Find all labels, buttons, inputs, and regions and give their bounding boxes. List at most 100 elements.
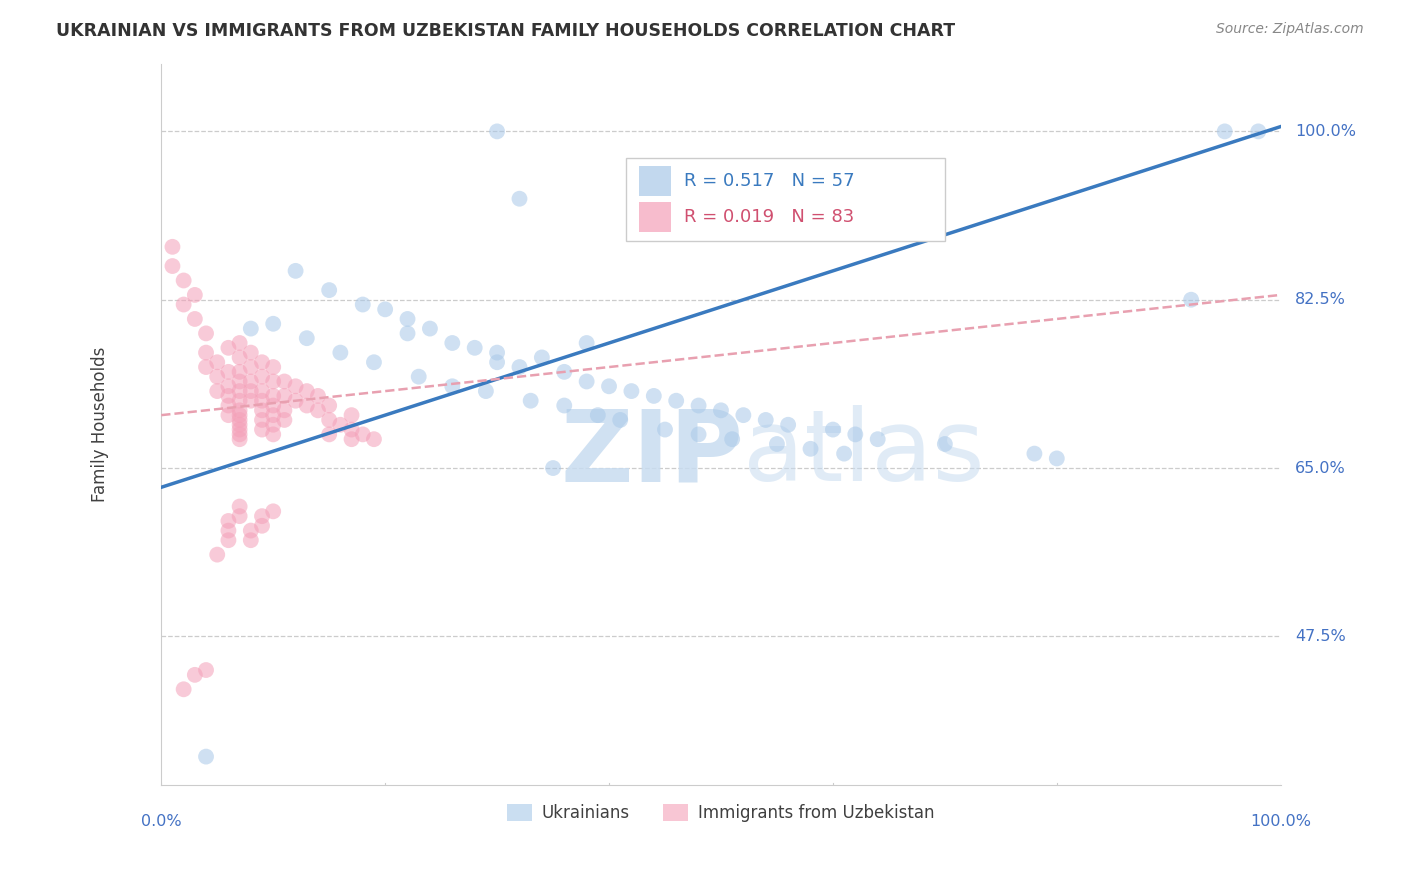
Point [553,399,575,413]
Point [173,273,195,287]
Point [262,317,284,331]
Point [934,437,956,451]
Point [733,408,755,422]
Point [195,749,218,764]
Point [486,345,509,359]
Point [217,399,239,413]
Point [475,384,498,398]
Point [217,341,239,355]
Point [519,393,541,408]
Point [307,389,329,403]
Point [441,336,464,351]
Point [295,399,318,413]
Point [575,375,598,389]
Point [217,514,239,528]
Point [1213,124,1236,138]
Point [352,427,374,442]
Point [228,423,250,437]
Point [620,384,643,398]
Point [441,379,464,393]
Point [162,240,184,254]
FancyBboxPatch shape [640,202,671,232]
Point [173,297,195,311]
Point [643,389,665,403]
Point [250,413,273,427]
Point [396,312,419,326]
Point [207,548,229,562]
Point [262,417,284,432]
Point [228,509,250,524]
Point [486,355,509,369]
Point [508,192,530,206]
Point [184,288,207,302]
Point [262,504,284,518]
Point [162,259,184,273]
Point [273,413,295,427]
Point [273,403,295,417]
Point [844,427,866,442]
Point [239,524,262,538]
Point [217,524,239,538]
Point [217,389,239,403]
Point [239,384,262,398]
Point [239,321,262,335]
Point [184,312,207,326]
Point [217,379,239,393]
Point [195,359,218,374]
Point [228,403,250,417]
Point [195,326,218,341]
Text: 47.5%: 47.5% [1295,629,1346,644]
Point [766,437,789,451]
Point [273,375,295,389]
Point [239,375,262,389]
Point [239,393,262,408]
Point [184,668,207,682]
Point [832,447,855,461]
Point [239,533,262,548]
Point [1180,293,1202,307]
Point [665,393,688,408]
Point [250,518,273,533]
Point [228,432,250,446]
Point [217,533,239,548]
Point [228,351,250,365]
Point [228,417,250,432]
Point [486,124,509,138]
Point [710,403,733,417]
Point [262,408,284,422]
Point [530,351,553,365]
Legend: Ukrainians, Immigrants from Uzbekistan: Ukrainians, Immigrants from Uzbekistan [501,797,942,829]
Text: 100.0%: 100.0% [1250,814,1312,830]
Point [195,345,218,359]
Point [464,341,486,355]
Point [262,389,284,403]
Text: 100.0%: 100.0% [1295,124,1357,139]
Point [352,297,374,311]
Point [329,345,352,359]
Point [340,408,363,422]
Point [295,331,318,345]
Point [217,365,239,379]
Point [363,355,385,369]
Point [1046,451,1069,466]
Point [755,413,778,427]
Point [408,369,430,384]
Point [207,355,229,369]
Point [250,393,273,408]
Point [250,423,273,437]
Point [239,359,262,374]
Text: Source: ZipAtlas.com: Source: ZipAtlas.com [1216,22,1364,37]
Point [1247,124,1270,138]
Point [262,359,284,374]
Point [228,413,250,427]
Point [173,682,195,697]
Point [419,321,441,335]
Point [508,359,530,374]
Point [295,384,318,398]
Point [262,427,284,442]
Point [553,365,575,379]
Point [228,375,250,389]
Point [207,369,229,384]
Point [239,345,262,359]
Point [228,384,250,398]
